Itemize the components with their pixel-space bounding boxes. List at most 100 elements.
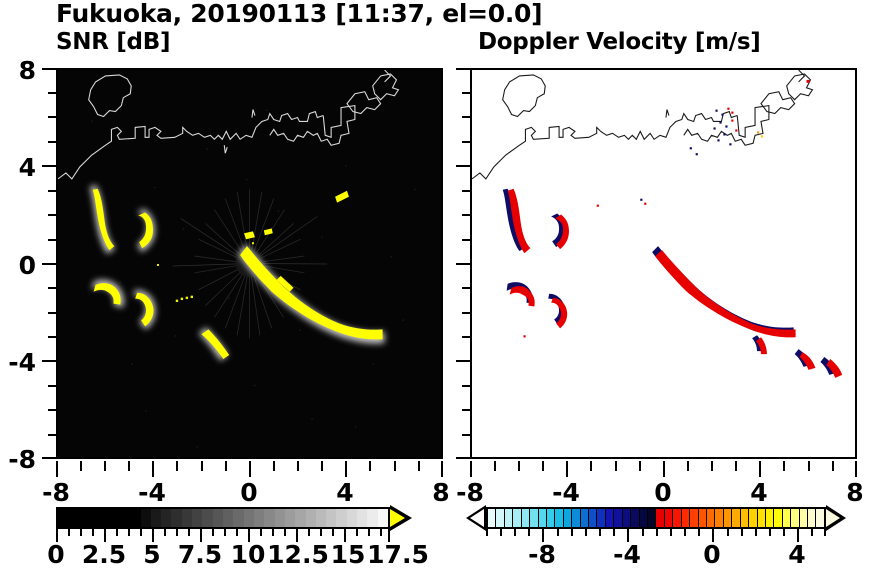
colorbar-segment bbox=[192, 509, 203, 527]
colorbar-segment bbox=[714, 509, 723, 527]
snr-colorbar-ticks bbox=[56, 529, 390, 543]
colorbar-segment bbox=[672, 509, 681, 527]
snr-echo-cores bbox=[92, 188, 383, 360]
colorbar-segment bbox=[588, 509, 597, 527]
snr-colorbar-label-10: 10 bbox=[230, 540, 266, 569]
colorbar-segment bbox=[181, 509, 193, 527]
colorbar-segment bbox=[223, 509, 234, 527]
colorbar-segment bbox=[537, 509, 546, 527]
colorbar-segment bbox=[764, 509, 774, 527]
colorbar-segment bbox=[705, 509, 715, 527]
colorbar-segment bbox=[512, 509, 521, 527]
snr-ytick-label-m8: -8 bbox=[8, 445, 36, 474]
colorbar-segment bbox=[367, 509, 378, 527]
colorbar-segment bbox=[630, 509, 639, 527]
doppler-echoes bbox=[502, 79, 843, 378]
colorbar-segment bbox=[689, 509, 698, 527]
colorbar-segment bbox=[130, 509, 141, 527]
colorbar-segment bbox=[150, 509, 162, 527]
snr-canvas bbox=[58, 70, 441, 457]
doppler-colorbar-over-arrow-fill bbox=[826, 509, 840, 527]
snr-colorbar[interactable] bbox=[56, 507, 390, 529]
doppler-colorbar-label-4: 4 bbox=[788, 540, 806, 569]
snr-panel-title: SNR [dB] bbox=[56, 29, 171, 55]
colorbar-segment bbox=[731, 509, 740, 527]
colorbar-segment bbox=[68, 509, 79, 527]
colorbar-segment bbox=[336, 509, 347, 527]
colorbar-segment bbox=[315, 509, 327, 527]
colorbar-segment bbox=[545, 509, 555, 527]
doppler-plot-area[interactable] bbox=[470, 68, 857, 459]
colorbar-segment bbox=[680, 509, 690, 527]
snr-xtick-label-0: 0 bbox=[240, 478, 258, 507]
doppler-panel-title: Doppler Velocity [m/s] bbox=[478, 29, 761, 55]
doppler-xtick-label-0: 0 bbox=[654, 478, 672, 507]
snr-colorbar-label-12p5: 12.5 bbox=[267, 540, 329, 569]
colorbar-segment bbox=[604, 509, 614, 527]
colorbar-segment bbox=[88, 509, 100, 527]
snr-yaxis-ticks bbox=[40, 68, 58, 459]
doppler-xaxis-ticks bbox=[470, 461, 857, 479]
snr-ytick-label-0: 0 bbox=[18, 251, 36, 280]
colorbar-segment bbox=[815, 509, 824, 527]
colorbar-segment bbox=[638, 509, 648, 527]
snr-colorbar-label-7p5: 7.5 bbox=[177, 540, 223, 569]
colorbar-segment bbox=[596, 509, 605, 527]
doppler-xtick-label-m8: -8 bbox=[456, 478, 484, 507]
snr-colorbar-label-5: 5 bbox=[143, 540, 161, 569]
colorbar-segment bbox=[295, 509, 306, 527]
figure-title: Fukuoka, 20190113 [11:37, el=0.0] bbox=[56, 0, 543, 28]
colorbar-segment bbox=[78, 509, 89, 527]
colorbar-segment bbox=[663, 509, 673, 527]
colorbar-segment bbox=[773, 509, 782, 527]
colorbar-segment bbox=[781, 509, 791, 527]
colorbar-segment bbox=[722, 509, 732, 527]
noise-speckle bbox=[91, 109, 416, 448]
snr-plot-area[interactable] bbox=[56, 68, 443, 459]
doppler-colorbar-under-arrow-fill bbox=[470, 509, 484, 527]
snr-xtick-label-m4: -4 bbox=[138, 478, 166, 507]
colorbar-segment bbox=[357, 509, 368, 527]
doppler-colorbar-label-0: 0 bbox=[703, 540, 721, 569]
doppler-colorbar-label-8: 8 bbox=[852, 540, 870, 569]
coastline-overlay bbox=[472, 70, 814, 180]
colorbar-segment bbox=[212, 509, 223, 527]
colorbar-segment bbox=[621, 509, 631, 527]
colorbar-segment bbox=[274, 509, 285, 527]
snr-xtick-label-m8: -8 bbox=[42, 478, 70, 507]
colorbar-segment bbox=[562, 509, 572, 527]
colorbar-segment bbox=[739, 509, 749, 527]
colorbar-segment bbox=[140, 509, 151, 527]
colorbar-segment bbox=[520, 509, 530, 527]
snr-ytick-label-m4: -4 bbox=[8, 348, 36, 377]
colorbar-segment bbox=[647, 509, 656, 527]
colorbar-segment bbox=[807, 509, 816, 527]
colorbar-segment bbox=[161, 509, 172, 527]
colorbar-segment bbox=[579, 509, 589, 527]
snr-colorbar-label-15: 15 bbox=[330, 540, 366, 569]
colorbar-segment bbox=[756, 509, 765, 527]
doppler-colorbar-label-m8: -8 bbox=[528, 540, 556, 569]
colorbar-segment bbox=[613, 509, 622, 527]
doppler-xtick-label-8: 8 bbox=[846, 478, 864, 507]
snr-colorbar-label-17p5: 17.5 bbox=[367, 540, 429, 569]
colorbar-segment bbox=[655, 509, 664, 527]
colorbar-segment bbox=[202, 509, 213, 527]
colorbar-segment bbox=[58, 509, 69, 527]
doppler-yaxis-ticks bbox=[454, 68, 472, 459]
colorbar-segment bbox=[790, 509, 799, 527]
colorbar-segment bbox=[529, 509, 538, 527]
snr-xtick-label-4: 4 bbox=[336, 478, 354, 507]
doppler-colorbar-ticks bbox=[486, 529, 826, 543]
colorbar-segment bbox=[697, 509, 706, 527]
doppler-colorbar[interactable] bbox=[486, 507, 826, 529]
colorbar-segment bbox=[243, 509, 254, 527]
colorbar-segment bbox=[571, 509, 580, 527]
colorbar-segment bbox=[109, 509, 120, 527]
colorbar-segment bbox=[119, 509, 131, 527]
colorbar-segment bbox=[554, 509, 563, 527]
colorbar-segment bbox=[264, 509, 275, 527]
doppler-canvas bbox=[472, 70, 855, 457]
colorbar-segment bbox=[495, 509, 504, 527]
